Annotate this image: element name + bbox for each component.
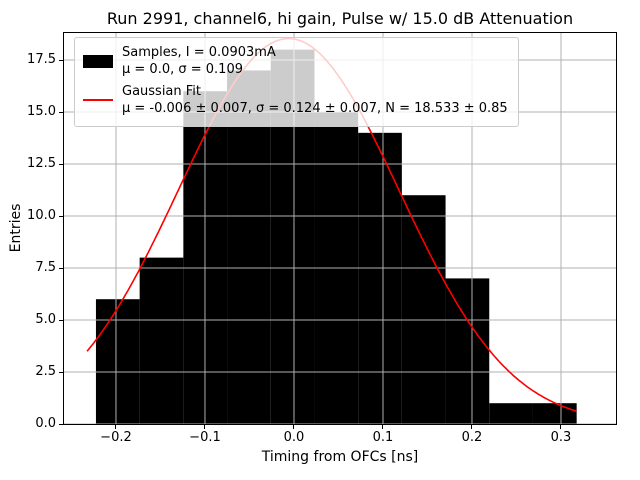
y-tick-label: 5.0 — [35, 312, 56, 327]
x-tick-label: 0.0 — [283, 430, 305, 445]
x-tick-mark — [115, 425, 117, 429]
y-tick-label: 2.5 — [35, 364, 56, 379]
x-axis-label: Timing from OFCs [ns] — [261, 449, 419, 465]
samples-handle — [83, 54, 113, 68]
legend-fit-stats: μ = -0.006 ± 0.007, σ = 0.124 ± 0.007, N… — [122, 101, 508, 116]
plot-area: Samples, I = 0.0903mA μ = 0.0, σ = 0.109… — [63, 32, 617, 425]
histogram-bar — [139, 257, 184, 424]
y-tick-label: 12.5 — [27, 156, 56, 172]
histogram-bar — [532, 403, 577, 424]
y-tick-label: 7.5 — [35, 260, 56, 276]
x-tick-label: −0.1 — [189, 430, 221, 445]
legend-entry-samples-text: Samples, I = 0.0903mA μ = 0.0, σ = 0.109 — [122, 44, 276, 78]
plot-canvas — [64, 33, 616, 424]
legend-entry-fit: Gaussian Fit μ = -0.006 ± 0.007, σ = 0.1… — [83, 83, 508, 117]
histogram-bar — [358, 132, 402, 424]
y-tick-label: 17.5 — [27, 52, 56, 68]
chart-title: Run 2991, channel6, hi gain, Pulse w/ 15… — [106, 9, 574, 28]
histogram-bar — [489, 403, 533, 424]
y-tick-mark — [59, 423, 63, 425]
x-tick-mark — [471, 425, 473, 429]
y-tick-mark — [59, 59, 63, 61]
legend-entry-samples: Samples, I = 0.0903mA μ = 0.0, σ = 0.109 — [83, 44, 508, 78]
x-tick-mark — [382, 425, 384, 429]
y-tick-mark — [59, 215, 63, 217]
histogram-bar — [401, 195, 446, 424]
y-tick-mark — [59, 371, 63, 373]
y-tick-mark — [59, 267, 63, 269]
histogram-bar — [227, 70, 271, 424]
legend-samples-stats: μ = 0.0, σ = 0.109 — [122, 62, 243, 77]
y-tick-mark — [59, 111, 63, 113]
y-tick-label: 15.0 — [27, 104, 56, 120]
x-tick-label: 0.3 — [550, 430, 572, 445]
legend: Samples, I = 0.0903mA μ = 0.0, σ = 0.109… — [74, 37, 519, 127]
histogram-bar — [95, 299, 140, 424]
x-tick-mark — [204, 425, 206, 429]
legend-fit-label: Gaussian Fit — [122, 84, 202, 99]
histogram-swatch-icon — [83, 54, 113, 68]
x-tick-label: 0.2 — [461, 430, 483, 445]
x-tick-mark — [560, 425, 562, 429]
y-tick-mark — [59, 319, 63, 321]
y-tick-mark — [59, 163, 63, 165]
histogram-bar — [445, 278, 490, 424]
fit-handle — [83, 99, 113, 101]
legend-samples-label: Samples, I = 0.0903mA — [122, 45, 276, 60]
legend-entry-fit-text: Gaussian Fit μ = -0.006 ± 0.007, σ = 0.1… — [122, 83, 508, 117]
y-tick-label: 0.0 — [35, 416, 56, 431]
y-tick-label: 10.0 — [27, 208, 56, 224]
fit-line-swatch-icon — [83, 99, 113, 101]
x-tick-mark — [293, 425, 295, 429]
x-tick-label: 0.1 — [372, 430, 394, 445]
x-tick-label: −0.2 — [100, 430, 132, 445]
